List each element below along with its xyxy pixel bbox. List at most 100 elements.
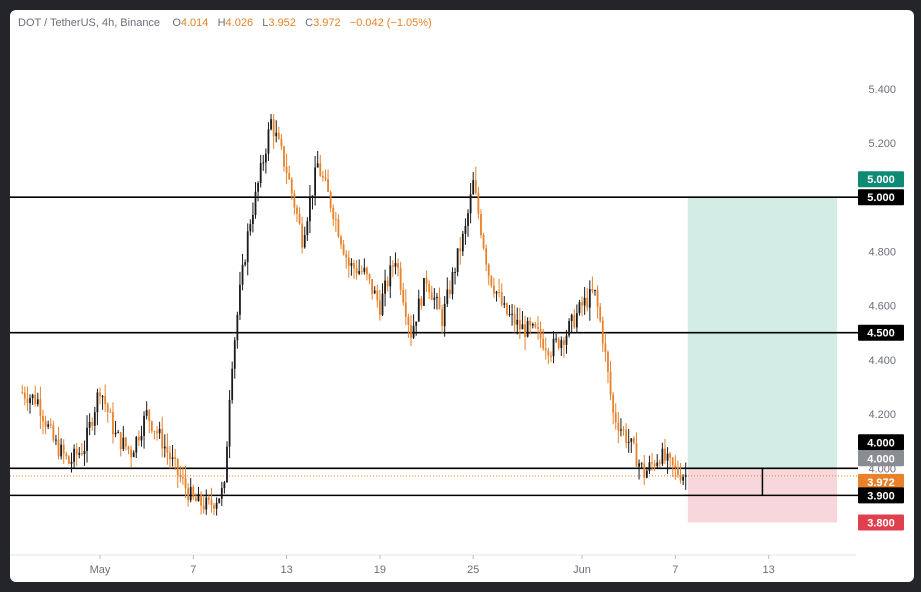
- candle-body: [132, 452, 135, 458]
- candle-body: [604, 343, 607, 353]
- candle-body: [389, 265, 392, 287]
- candle-body: [671, 457, 674, 465]
- candle-body: [472, 180, 475, 195]
- y-tick-label: 4.200: [868, 409, 896, 421]
- candle-body: [643, 463, 646, 478]
- candle-body: [635, 442, 638, 467]
- candle-body: [145, 409, 148, 416]
- candle-body: [407, 316, 410, 325]
- candle-body: [47, 424, 50, 427]
- candle-body: [666, 453, 669, 461]
- candle-body: [68, 456, 70, 464]
- candle-body: [288, 173, 291, 180]
- candle-body: [557, 338, 560, 349]
- candle-body: [285, 166, 288, 174]
- candle-body: [158, 428, 161, 434]
- candle-body: [277, 132, 280, 139]
- candle-body: [306, 221, 309, 236]
- candle-body: [430, 292, 433, 300]
- x-tick-label: 19: [374, 564, 386, 576]
- candle-body: [451, 271, 454, 295]
- candle-body: [505, 303, 508, 315]
- low-value: 3.952: [268, 17, 296, 29]
- candle-body: [448, 289, 451, 295]
- candle-body: [588, 288, 591, 308]
- candle-body: [498, 291, 501, 293]
- candle-body: [433, 297, 436, 300]
- price-badge-label: 4.000: [867, 437, 895, 449]
- candle-body: [516, 319, 519, 325]
- candle-body: [270, 119, 272, 130]
- candle-body: [573, 314, 576, 328]
- candle-body: [394, 263, 397, 267]
- candle-body: [311, 195, 314, 199]
- candle-body: [391, 265, 394, 267]
- candle-body: [104, 396, 107, 405]
- x-tick-label: 13: [763, 564, 775, 576]
- y-tick-label: 4.600: [868, 301, 896, 313]
- price-badge-label: 3.972: [867, 477, 895, 489]
- candle-body: [55, 439, 57, 441]
- candle-body: [550, 355, 552, 357]
- high-value: 4.026: [225, 17, 254, 29]
- candle-body: [137, 436, 140, 441]
- candle-body: [371, 279, 374, 294]
- price-badge-label: 4.500: [867, 328, 895, 340]
- candle-body: [88, 422, 91, 428]
- candle-body: [91, 422, 94, 426]
- candle-body: [384, 280, 386, 294]
- candle-body: [39, 399, 42, 416]
- candle-body: [651, 462, 653, 464]
- candle-body: [109, 411, 112, 413]
- candle-body: [86, 427, 88, 451]
- price-chart[interactable]: 5.400 5.200 5.000 4.800 4.600 4.400 4.200 4.000…: [10, 10, 914, 582]
- candle-body: [106, 404, 109, 412]
- candle-body: [169, 452, 171, 460]
- candle-body: [474, 180, 477, 194]
- candle-body: [42, 415, 44, 422]
- candle-body: [236, 314, 239, 341]
- symbol-title[interactable]: DOT / TetherUS, 4h, Binance: [18, 17, 161, 29]
- candle-body: [477, 193, 480, 215]
- candle-body: [542, 338, 545, 349]
- candle-body: [192, 486, 195, 498]
- candle-body: [321, 175, 324, 178]
- candle-body: [342, 244, 345, 255]
- price-badge: [858, 324, 904, 341]
- candle-body: [355, 268, 358, 274]
- candle-body: [537, 327, 539, 329]
- candle-body: [677, 467, 679, 475]
- candle-body: [184, 477, 187, 489]
- candle-body: [656, 462, 659, 467]
- candle-body: [386, 280, 389, 287]
- x-tick-label: 7: [190, 564, 196, 576]
- candle-body: [570, 314, 573, 322]
- candle-body: [226, 446, 228, 483]
- candle-body: [316, 163, 319, 168]
- candle-body: [503, 303, 506, 305]
- price-badge-label: 4.000: [867, 453, 895, 465]
- candle-body: [529, 320, 532, 326]
- price-badge-label: 5.000: [867, 192, 895, 204]
- candle-body: [78, 452, 81, 455]
- y-tick-label: 5.200: [868, 138, 896, 150]
- candle-body: [630, 438, 633, 442]
- candle-body: [262, 162, 265, 164]
- candle-body: [490, 276, 493, 286]
- candle-body: [620, 429, 622, 431]
- candle-body: [309, 198, 311, 222]
- candle-body: [218, 498, 221, 503]
- candle-body: [482, 235, 485, 249]
- candle-body: [627, 441, 630, 443]
- candle-body: [625, 429, 628, 443]
- candle-body: [130, 449, 132, 458]
- candle-body: [337, 219, 340, 237]
- candle-body: [220, 488, 223, 499]
- price-badge: [858, 450, 904, 467]
- candle-body: [334, 219, 337, 221]
- candle-body: [467, 213, 469, 226]
- candle-body: [565, 335, 568, 345]
- candle-body: [252, 214, 254, 225]
- candle-body: [594, 289, 596, 291]
- candle-body: [36, 399, 39, 405]
